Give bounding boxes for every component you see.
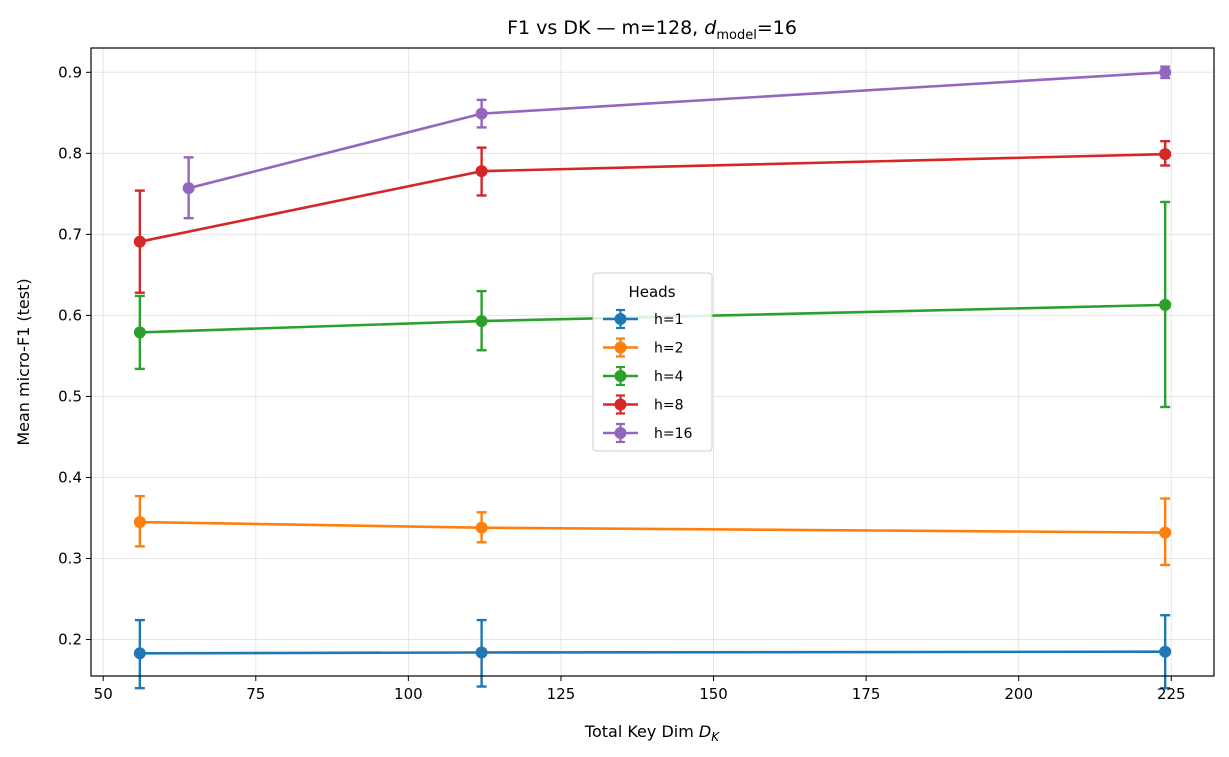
- series-h-2: [133, 494, 1172, 567]
- data-point: [475, 165, 488, 178]
- data-point: [1159, 298, 1172, 311]
- data-point: [475, 521, 488, 534]
- data-point: [133, 516, 146, 529]
- x-tick-label: 175: [852, 685, 881, 703]
- legend-item-h-8: h=8: [603, 394, 684, 415]
- y-tick-label: 0.4: [58, 468, 82, 486]
- data-point: [1159, 645, 1172, 658]
- legend-item-h-4: h=4: [603, 365, 684, 387]
- y-axis-label: Mean micro-F1 (test): [14, 278, 33, 445]
- data-point: [1159, 66, 1172, 79]
- x-tick-label: 125: [547, 685, 576, 703]
- series-line: [139, 650, 1166, 655]
- y-tick-label: 0.2: [58, 631, 82, 649]
- legend-item-h-1: h=1: [603, 308, 684, 330]
- legend-marker: [614, 398, 627, 411]
- series-h-4: [133, 200, 1172, 409]
- legend-item-h-2: h=2: [603, 337, 684, 358]
- x-tick-label: 200: [1004, 685, 1033, 703]
- legend-marker: [614, 313, 627, 325]
- legend-marker: [614, 341, 627, 354]
- x-tick-label: 225: [1157, 685, 1186, 703]
- x-tick-label: 50: [94, 685, 113, 703]
- legend-label: h=4: [654, 369, 684, 385]
- series-line: [139, 152, 1166, 243]
- y-tick-label: 0.3: [58, 550, 82, 568]
- data-point: [475, 107, 488, 120]
- x-tick-label: 75: [246, 685, 265, 703]
- y-tick-label: 0.5: [58, 387, 82, 405]
- data-point: [475, 315, 488, 328]
- data-point: [1159, 148, 1172, 161]
- series-line: [139, 520, 1166, 534]
- y-tick-label: 0.6: [58, 306, 82, 324]
- legend: Heads h=1 h=2 h=4 h=8 h=16: [592, 272, 713, 452]
- x-tick-label: 100: [394, 685, 423, 703]
- data-point: [133, 235, 146, 248]
- series-h-1: [133, 614, 1172, 690]
- series-h-16: [182, 65, 1172, 220]
- x-axis-label: Total Key Dim DK: [584, 722, 720, 744]
- data-point: [475, 646, 488, 659]
- data-point: [133, 326, 146, 339]
- y-tick-label: 0.7: [58, 225, 82, 243]
- legend-title: Heads: [628, 283, 675, 301]
- legend-label: h=8: [654, 398, 684, 414]
- x-tick-label: 150: [699, 685, 728, 703]
- legend-marker: [614, 427, 627, 439]
- y-tick-label: 0.9: [58, 63, 82, 81]
- data-point: [182, 182, 195, 195]
- plot-frame: [90, 47, 1215, 677]
- legend-label: h=1: [654, 312, 684, 328]
- legend-label: h=16: [654, 426, 693, 442]
- legend-items: h=1 h=2 h=4 h=8 h=16: [603, 308, 693, 444]
- series-layer: [133, 65, 1172, 690]
- legend-label: h=2: [654, 341, 684, 357]
- chart-title: F1 vs DK — m=128, dmodel=16: [507, 17, 797, 43]
- data-point: [1159, 526, 1172, 539]
- data-point: [133, 647, 146, 660]
- legend-item-h-16: h=16: [603, 422, 693, 444]
- tick-layer: 50 75 100 125 150 175 200 225 0.2 0.3 0.4 0.5 0.6 0.7…: [58, 63, 1185, 703]
- y-tick-label: 0.8: [58, 144, 82, 162]
- legend-marker: [614, 370, 627, 382]
- series-h-8: [133, 139, 1172, 294]
